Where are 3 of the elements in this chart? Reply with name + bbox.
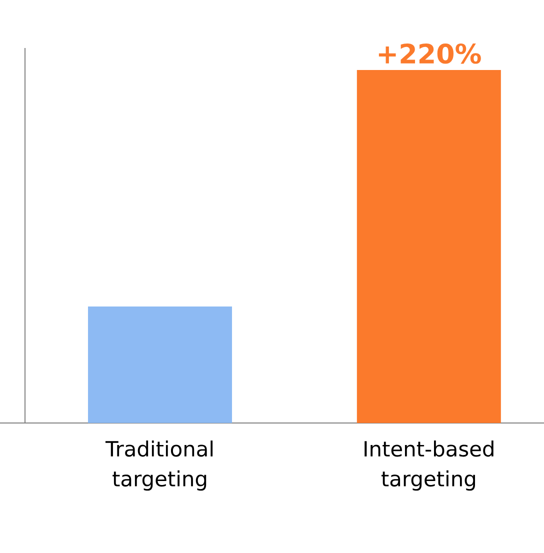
- annotation: +220%: [378, 43, 481, 64]
- x-tick-label: Intent-based targeting: [364, 440, 494, 491]
- x-tick-label: Traditional targeting: [105, 440, 213, 491]
